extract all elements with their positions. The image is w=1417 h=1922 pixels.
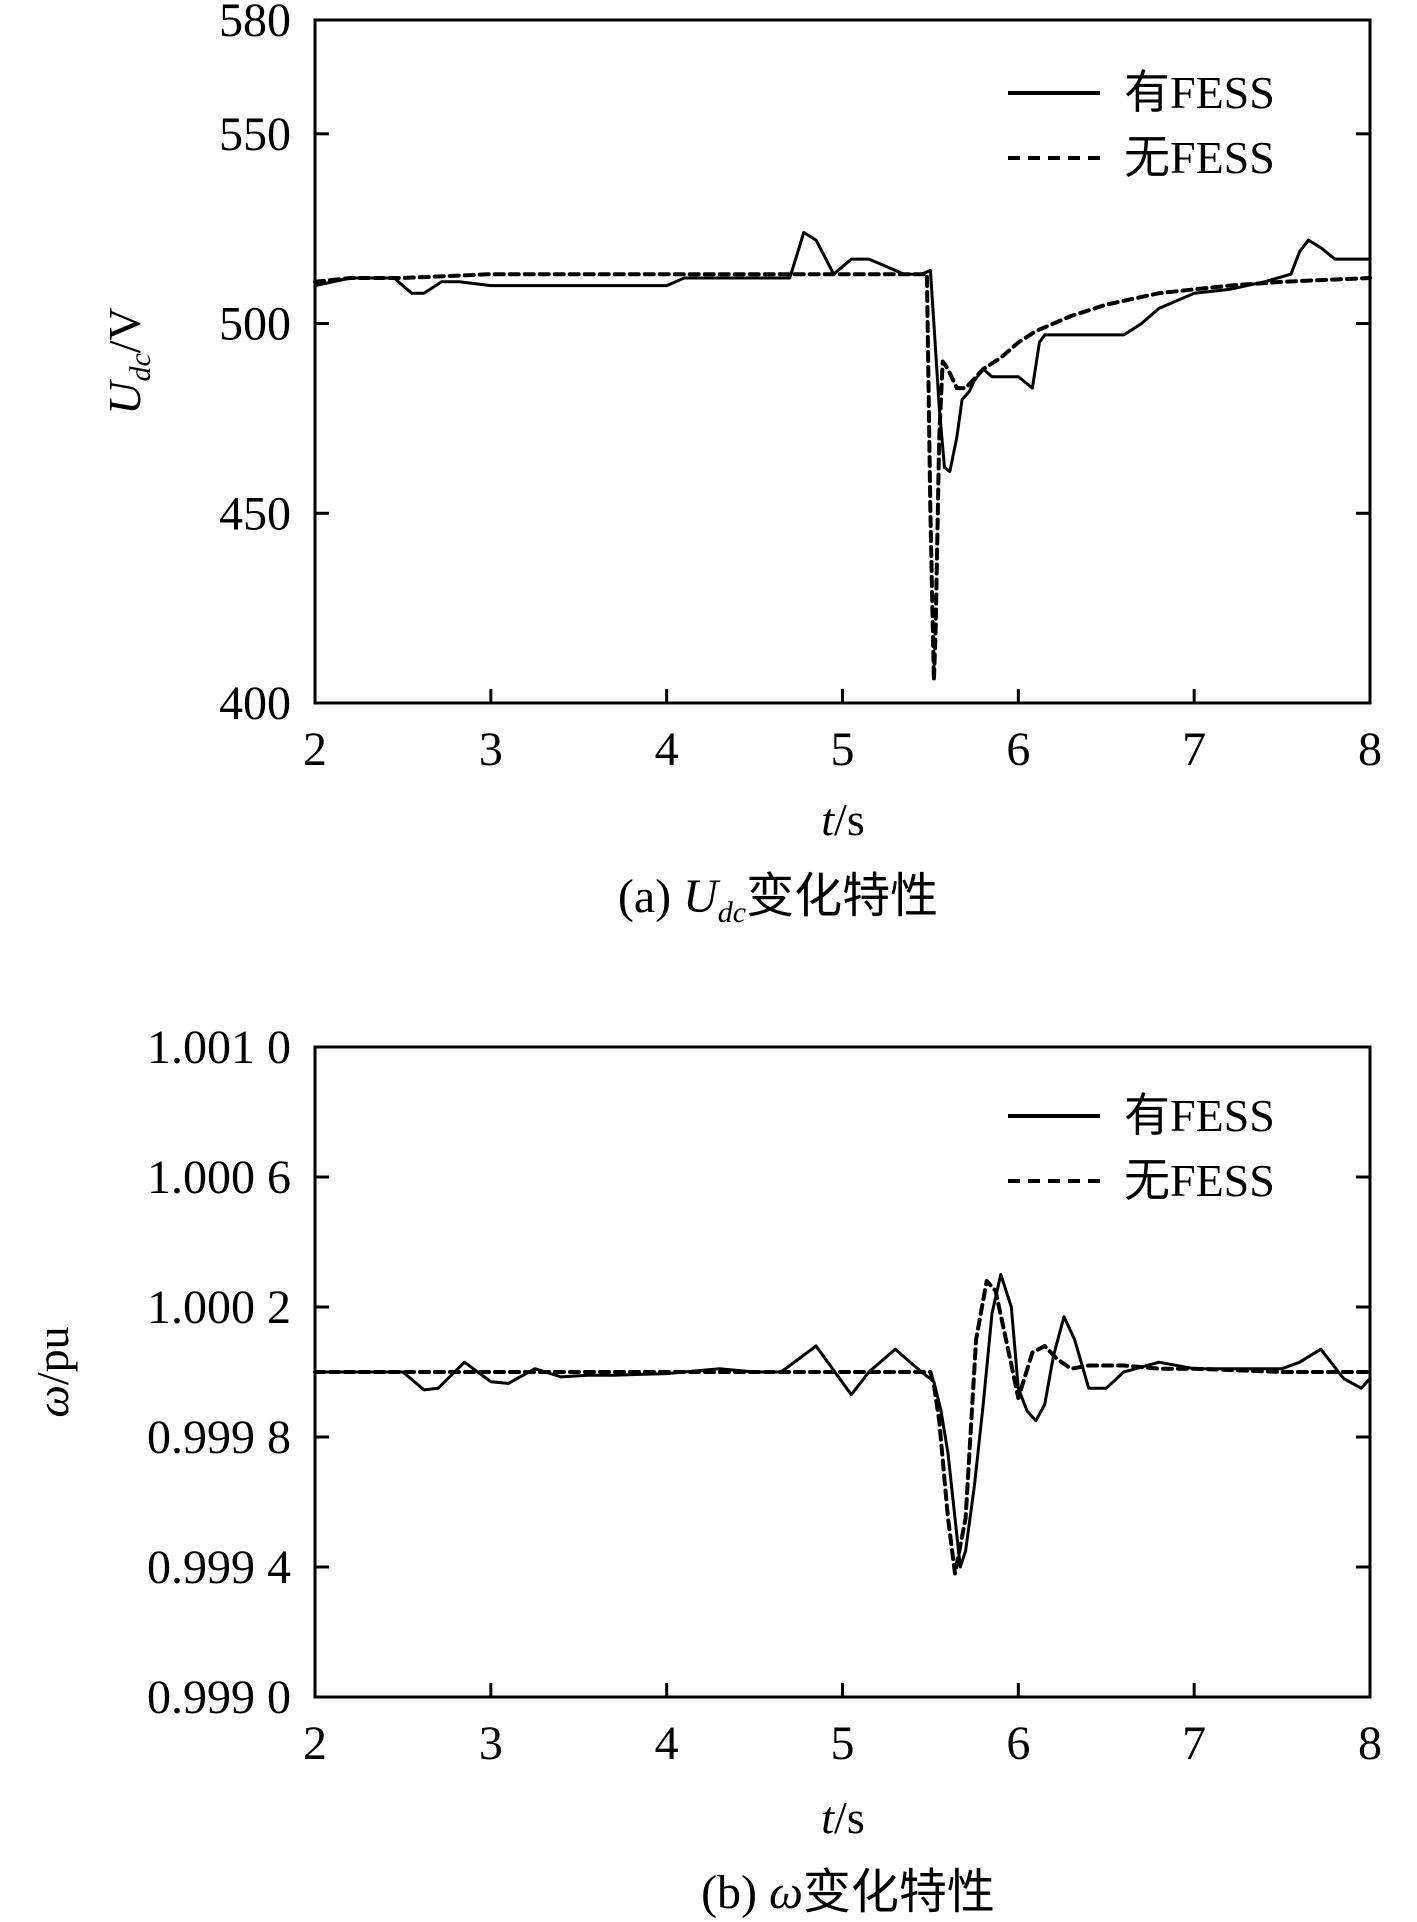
chart-a-x-tick-label: 5 — [831, 723, 855, 776]
chart-a-ylabel-var: U — [99, 379, 150, 415]
chart-b-series-with-fess-line — [313, 1273, 1372, 1569]
chart-b-x-tick-label: 2 — [303, 1717, 327, 1770]
chart-a-y-tick-label: 500 — [219, 298, 291, 351]
chart-a-y-tick-label: 400 — [219, 677, 291, 730]
chart-b-y-tick-label: 0.999 4 — [147, 1541, 291, 1594]
chart-a-x-axis-label: t/s — [821, 794, 864, 845]
chart-a-legend: 有FESS 无FESS — [1008, 67, 1275, 183]
chart-a-x-ticks: 2 3 4 5 6 7 8 — [303, 689, 1382, 776]
chart-b: 2 3 4 5 6 7 8 0.999 0 0.999 4 0.999 8 1.000 2 1.00… — [27, 1021, 1382, 1919]
chart-b-xlabel-unit: /s — [834, 1792, 865, 1843]
chart-a-y-tick-label: 580 — [219, 0, 291, 47]
chart-a-y-ticks: 400 450 500 550 580 — [219, 0, 1370, 730]
chart-b-x-tick-label: 8 — [1358, 1717, 1382, 1770]
chart-a-x-tick-label: 3 — [479, 723, 503, 776]
chart-a-caption-prefix: (a) — [618, 870, 683, 923]
chart-b-y-ticks: 0.999 0 0.999 4 0.999 8 1.000 2 1.000 6 1.001… — [147, 1021, 1370, 1724]
chart-a-caption-var: U — [683, 870, 721, 923]
chart-a-caption-suffix: 变化特性 — [746, 870, 938, 923]
chart-b-x-tick-label: 6 — [1006, 1717, 1030, 1770]
chart-b-legend: 有FESS 无FESS — [1008, 1090, 1275, 1206]
chart-a-caption-sub: dc — [718, 896, 746, 929]
chart-b-x-tick-label: 7 — [1182, 1717, 1206, 1770]
chart-a-xlabel-var: t — [821, 794, 835, 845]
chart-b-ylabel-var: ω — [27, 1385, 78, 1417]
chart-b-x-axis-label: t/s — [821, 1792, 864, 1843]
chart-a: 2 3 4 5 6 7 8 400 450 500 550 580 Udc/V t/s (a) Ud… — [99, 0, 1382, 929]
chart-a-series-without-fess-line — [313, 272, 1372, 683]
chart-b-y-tick-label: 0.999 8 — [147, 1411, 291, 1464]
chart-b-caption-prefix: (b) — [701, 1866, 769, 1919]
chart-b-y-axis-label: ω/pu — [27, 1326, 78, 1417]
chart-a-y-tick-label: 550 — [219, 108, 291, 161]
chart-b-x-tick-label: 5 — [831, 1717, 855, 1770]
chart-b-series-group — [313, 1273, 1372, 1576]
chart-a-x-tick-label: 7 — [1182, 723, 1206, 776]
chart-b-y-tick-label: 1.001 0 — [147, 1021, 291, 1074]
chart-b-legend-label-without-fess: 无FESS — [1124, 1155, 1275, 1206]
chart-b-y-tick-label: 0.999 0 — [147, 1671, 291, 1724]
chart-a-series-group — [313, 231, 1372, 683]
chart-a-ylabel-sub: dc — [124, 353, 157, 381]
chart-b-x-ticks: 2 3 4 5 6 7 8 — [303, 1683, 1382, 1770]
chart-a-xlabel-unit: /s — [834, 794, 865, 845]
chart-b-y-tick-label: 1.000 2 — [147, 1281, 291, 1334]
chart-a-legend-label-without-fess: 无FESS — [1124, 132, 1275, 183]
chart-a-series-with-fess-line — [313, 231, 1372, 473]
chart-a-x-tick-label: 2 — [303, 723, 327, 776]
chart-b-caption-suffix: 变化特性 — [803, 1866, 995, 1919]
chart-a-y-axis-label: Udc/V — [99, 307, 157, 415]
chart-b-y-tick-label: 1.000 6 — [147, 1151, 291, 1204]
chart-b-caption: (b) ω变化特性 — [701, 1866, 995, 1919]
chart-a-x-tick-label: 6 — [1006, 723, 1030, 776]
chart-a-plot-frame — [313, 18, 1372, 705]
chart-b-ylabel-unit: /pu — [27, 1326, 78, 1385]
chart-a-x-tick-label: 4 — [655, 723, 679, 776]
chart-a-y-tick-label: 450 — [219, 487, 291, 540]
chart-b-xlabel-var: t — [821, 1792, 835, 1843]
chart-a-x-tick-label: 8 — [1358, 723, 1382, 776]
chart-b-legend-label-with-fess: 有FESS — [1124, 1090, 1275, 1141]
chart-b-series-without-fess-line — [313, 1279, 1372, 1576]
chart-b-x-tick-label: 4 — [655, 1717, 679, 1770]
chart-a-caption: (a) Udc变化特性 — [618, 870, 938, 929]
chart-b-caption-var: ω — [769, 1866, 803, 1919]
chart-a-ylabel-unit: /V — [99, 307, 150, 353]
chart-a-legend-label-with-fess: 有FESS — [1124, 67, 1275, 118]
chart-b-x-tick-label: 3 — [479, 1717, 503, 1770]
